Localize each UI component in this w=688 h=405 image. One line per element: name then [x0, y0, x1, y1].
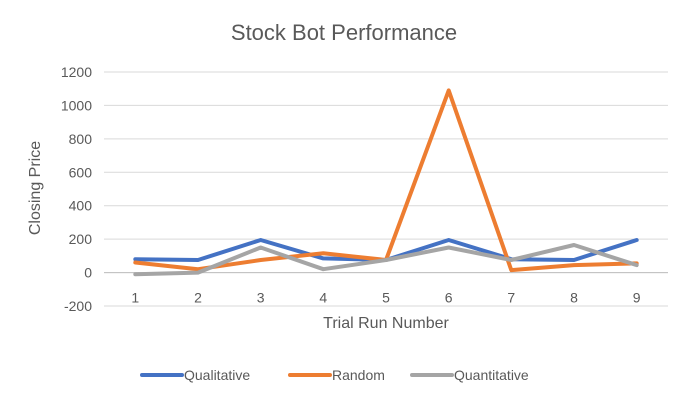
series-line-quantitative [133, 243, 639, 277]
legend-label: Quantitative [454, 367, 529, 383]
x-tick-label: 5 [382, 290, 390, 306]
x-tick-label: 4 [319, 290, 327, 306]
x-tick-labels: 1 2 3 4 5 6 7 8 9 [131, 290, 640, 306]
x-tick-label: 8 [570, 290, 578, 306]
y-tick-label: 1000 [61, 97, 92, 113]
y-tick-label: 1200 [61, 64, 92, 80]
y-tick-label: 0 [84, 265, 92, 281]
x-tick-label: 9 [633, 290, 641, 306]
y-tick-label: 800 [69, 131, 93, 147]
legend-label: Qualitative [184, 367, 250, 383]
x-tick-label: 6 [445, 290, 453, 306]
chart-title: Stock Bot Performance [231, 20, 457, 45]
legend-label: Random [332, 367, 385, 383]
y-tick-label: 400 [69, 198, 93, 214]
legend: Qualitative Random Quantitative [140, 367, 529, 383]
y-tick-label: 600 [69, 164, 93, 180]
y-tick-label: -200 [64, 298, 92, 314]
y-axis-label: Closing Price [27, 141, 44, 235]
x-tick-label: 3 [257, 290, 265, 306]
x-tick-label: 2 [194, 290, 202, 306]
x-tick-label: 7 [507, 290, 515, 306]
y-tick-label: 200 [69, 231, 93, 247]
x-tick-label: 1 [131, 290, 139, 306]
series-lines [133, 88, 639, 277]
x-axis-label: Trial Run Number [323, 315, 449, 332]
y-tick-labels: -200 0 200 400 600 800 1000 1200 [61, 64, 92, 314]
series-line-random [133, 88, 639, 273]
